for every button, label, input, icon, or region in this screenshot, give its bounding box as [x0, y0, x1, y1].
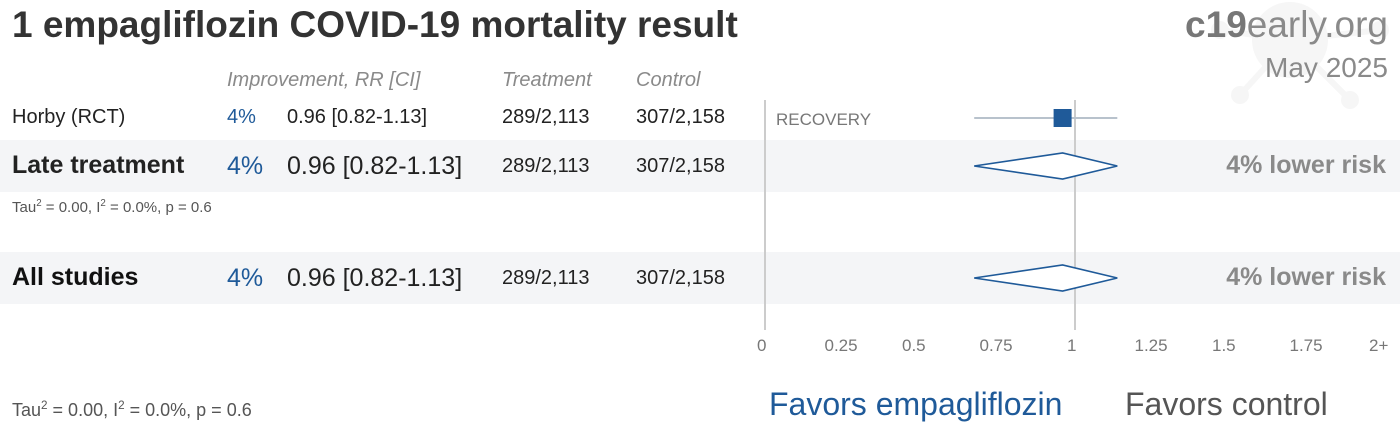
- brand-logo[interactable]: c19early.org: [1185, 4, 1388, 46]
- late-improvement: 4%: [227, 152, 264, 180]
- all-rr-ci: 0.96 [0.82-1.13]: [287, 264, 463, 292]
- late-treatment-count: 289/2,113: [502, 155, 590, 177]
- late-stats-mid: = 0.00, I: [41, 199, 101, 216]
- all-risk-label: 4% lower risk: [1226, 263, 1386, 291]
- brand-rest: early.org: [1246, 4, 1388, 45]
- late-treatment-band: [0, 140, 1400, 192]
- axis-tick-label: 0: [757, 336, 767, 355]
- late-rr-ci: 0.96 [0.82-1.13]: [287, 152, 463, 180]
- all-treatment-count: 289/2,113: [502, 267, 590, 289]
- header-control: Control: [636, 69, 701, 91]
- late-treatment-diamond: [974, 152, 1118, 180]
- chart-title: 1 empagliflozin COVID-19 mortality resul…: [12, 4, 738, 45]
- late-stats-sup-b: 2: [100, 198, 106, 209]
- late-treatment-label: Late treatment: [12, 151, 185, 179]
- study-rr-ci: 0.96 [0.82-1.13]: [287, 106, 428, 128]
- overall-heterogeneity-stats: Tau2 = 0.00, I2 = 0.0%, p = 0.6: [12, 400, 252, 421]
- study-name[interactable]: Horby (RCT): [12, 106, 126, 128]
- axis-tick-label: 1.75: [1289, 336, 1323, 355]
- study-treatment: 289/2,113: [502, 106, 590, 128]
- favors-treatment-label: Favors empagliflozin: [769, 386, 1063, 422]
- late-stats-sup-a: 2: [36, 198, 42, 209]
- favors-control-label: Favors control: [1125, 386, 1328, 422]
- all-studies-diamond: [974, 264, 1118, 292]
- all-improvement: 4%: [227, 264, 264, 292]
- late-risk-label: 4% lower risk: [1226, 151, 1386, 179]
- header-treatment: Treatment: [502, 69, 592, 91]
- axis-tick-label: 1: [1067, 336, 1077, 355]
- axis-tick-label: 0.75: [979, 336, 1013, 355]
- study-trial-name: RECOVERY: [776, 110, 871, 129]
- virus-watermark-icon: [1211, 2, 1389, 109]
- axis-tick-label: 1.25: [1134, 336, 1168, 355]
- study-point-marker: [1053, 109, 1072, 127]
- late-stats-end: = 0.0%, p = 0.6: [105, 199, 212, 216]
- all-control-count: 307/2,158: [636, 267, 725, 289]
- axis-tick-label: 1.5: [1212, 336, 1236, 355]
- all-stats-sup-b: 2: [118, 399, 125, 412]
- all-studies-band: [0, 252, 1400, 304]
- all-stats-end: = 0.0%, p = 0.6: [124, 400, 252, 420]
- all-stats-mid: = 0.00, I: [47, 400, 119, 420]
- axis-tick-label: 0.25: [824, 336, 858, 355]
- late-control-count: 307/2,158: [636, 155, 725, 177]
- study-control: 307/2,158: [636, 106, 725, 128]
- axis-tick-label: 0.5: [902, 336, 926, 355]
- all-stats-sup-a: 2: [41, 399, 48, 412]
- brand-bold: c19: [1185, 4, 1247, 45]
- header-improvement: Improvement, RR [CI]: [227, 69, 421, 91]
- late-stats-tau: Tau: [12, 199, 37, 216]
- all-studies-label: All studies: [12, 263, 139, 291]
- report-date: May 2025: [1265, 52, 1388, 83]
- all-stats-tau: Tau: [12, 400, 42, 420]
- late-heterogeneity-stats: Tau2 = 0.00, I2 = 0.0%, p = 0.6: [12, 199, 212, 216]
- study-improvement: 4%: [227, 106, 256, 128]
- axis-tick-label: 2+: [1369, 336, 1389, 355]
